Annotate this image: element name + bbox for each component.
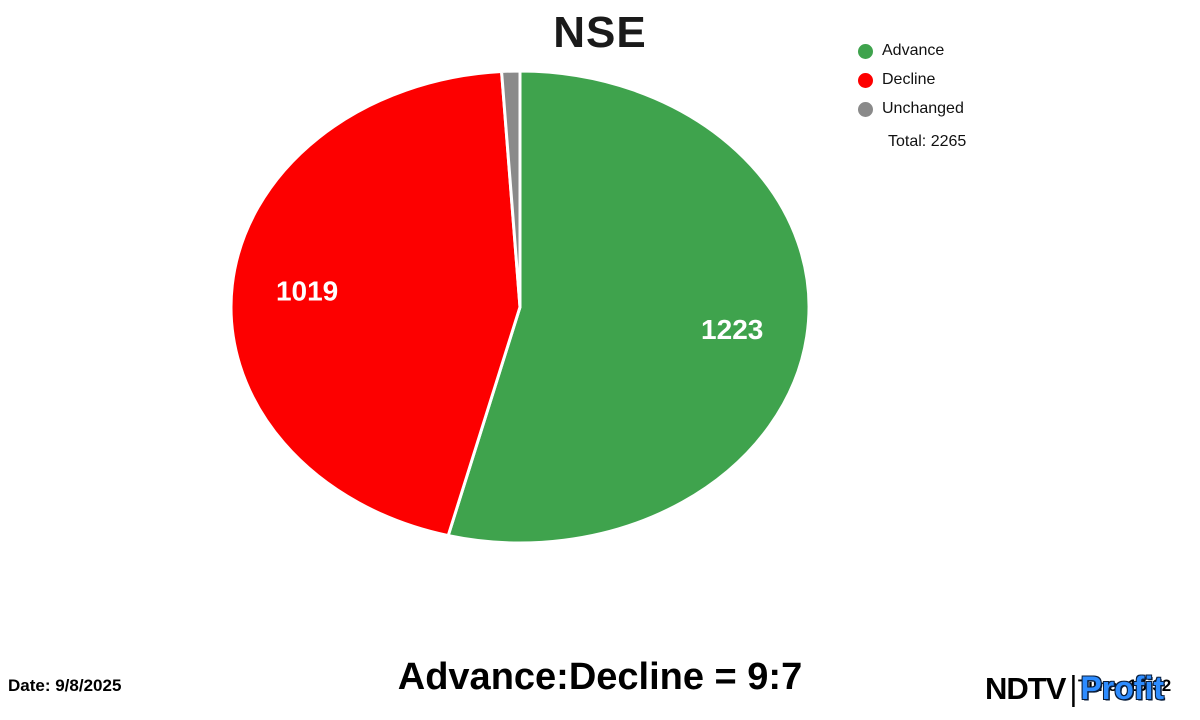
legend: Advance Decline Unchanged Total: 2265 [858,42,966,151]
pie-chart: 1223 1019 [229,69,811,545]
legend-item-advance: Advance [858,42,966,60]
legend-label-advance: Advance [882,42,945,59]
legend-label-decline: Decline [882,71,936,88]
legend-total: Total: 2265 [888,133,967,150]
date-label: Date: 9/8/2025 [8,676,122,695]
ndtv-profit-logo: NDTV | Profit [985,669,1164,708]
ndtv-logo-text: NDTV [985,671,1066,706]
slice-value-label-advance: 1223 [701,314,763,345]
pie-slice-advance [446,69,811,545]
chart-title: NSE [553,8,647,57]
profit-logo-text: Profit [1080,670,1164,706]
legend-label-unchanged: Unchanged [882,100,964,117]
advance-legend-marker-icon [858,43,873,59]
unchanged-legend-marker-icon [858,101,873,117]
pie-slice-unchanged [500,69,522,309]
time-label: Time: 15:32 [1078,676,1172,695]
logo-separator: | [1069,669,1078,708]
decline-legend-marker-icon [858,72,873,88]
slice-value-label-decline: 1019 [276,276,338,307]
advance-decline-ratio: Advance:Decline = 9:7 [397,656,803,698]
legend-item-decline: Decline [858,71,966,89]
legend-item-unchanged: Unchanged [858,100,966,118]
pie-slice-decline [229,69,522,538]
